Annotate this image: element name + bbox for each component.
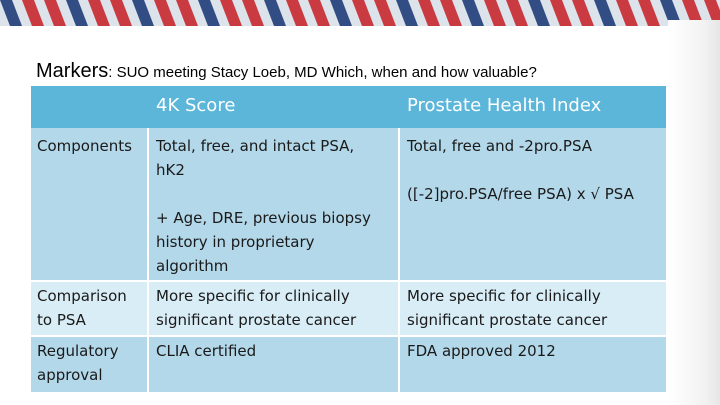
row-band — [31, 280, 666, 335]
text-line: approval — [37, 366, 103, 384]
text-line: hK2 — [156, 161, 185, 179]
text-line: algorithm — [156, 257, 229, 275]
row-divider — [31, 335, 666, 337]
column-divider — [398, 128, 400, 392]
text-line: to PSA — [37, 311, 86, 329]
row-label-regulatory: Regulatory approval — [37, 339, 118, 387]
row-label-components: Components — [37, 137, 132, 155]
header-4k-score: 4K Score — [156, 95, 236, 116]
text-line: Regulatory — [37, 342, 119, 360]
header-phi: Prostate Health Index — [407, 95, 602, 116]
title-rest: : SUO meeting Stacy Loeb, MD Which, when… — [108, 64, 537, 81]
spacer — [407, 158, 634, 182]
table-header-row: 4K Score Prostate Health Index — [31, 86, 666, 128]
cell-4k-regulatory: CLIA certified — [156, 339, 256, 363]
row-label-comparison: Comparison to PSA — [37, 284, 127, 332]
text-line: CLIA certified — [156, 342, 257, 360]
stripe-pattern-icon — [0, 0, 720, 34]
text-line: Total, free and -2pro.PSA — [407, 137, 593, 155]
row-band — [31, 335, 666, 392]
cell-4k-comparison: More specific for clinically significant… — [156, 284, 356, 332]
text-line: Total, free, and intact PSA, — [156, 137, 355, 155]
text-line: More specific for clinically — [407, 287, 601, 305]
text-line: significant prostate cancer — [407, 311, 608, 329]
frame-shadow — [668, 20, 720, 405]
text-line: + Age, DRE, previous biopsy — [156, 209, 371, 227]
spacer — [156, 182, 371, 206]
text-line: Comparison — [37, 287, 127, 305]
title-main: Markers — [36, 60, 109, 82]
text-line: FDA approved 2012 — [407, 342, 556, 360]
decorative-banner — [0, 0, 720, 34]
cell-4k-components: Total, free, and intact PSA, hK2 + Age, … — [156, 134, 371, 278]
comparison-table: 4K Score Prostate Health Index Component… — [31, 86, 666, 392]
text-line: history in proprietary — [156, 233, 315, 251]
text-line: More specific for clinically — [156, 287, 350, 305]
text-line: significant prostate cancer — [156, 311, 357, 329]
cell-phi-components: Total, free and -2pro.PSA ([-2]pro.PSA/f… — [407, 134, 634, 206]
cell-phi-regulatory: FDA approved 2012 — [407, 339, 556, 363]
column-divider — [147, 128, 149, 392]
text-line: ([-2]pro.PSA/free PSA) x √ PSA — [407, 185, 634, 203]
slide-title: Markers: SUO meeting Stacy Loeb, MD Whic… — [36, 60, 537, 83]
cell-phi-comparison: More specific for clinically significant… — [407, 284, 607, 332]
row-divider — [31, 280, 666, 282]
